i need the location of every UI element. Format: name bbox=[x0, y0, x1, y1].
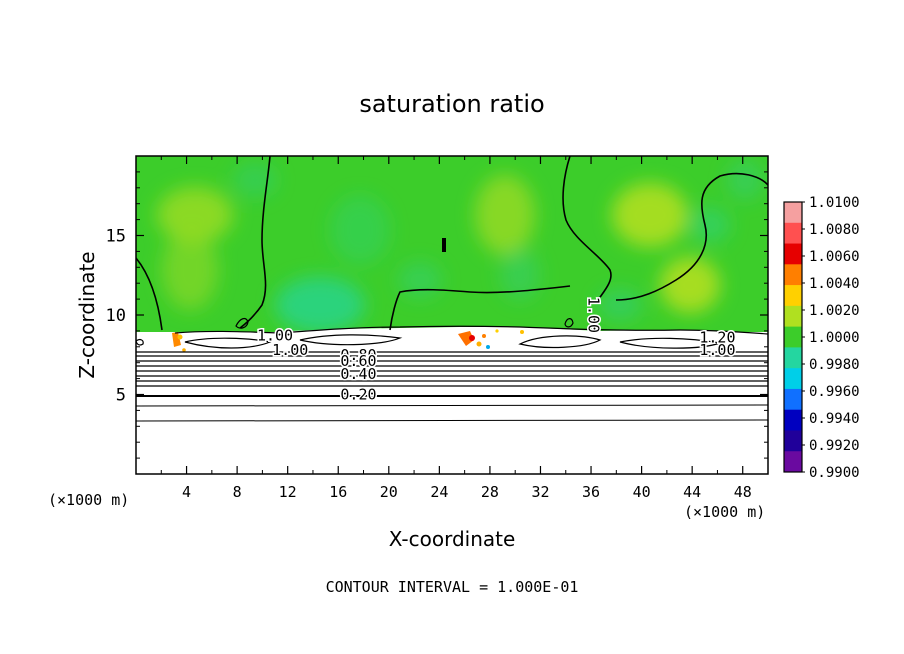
contours-cloud bbox=[136, 317, 768, 349]
x-tick-label: 24 bbox=[430, 483, 448, 501]
cloud-layer bbox=[136, 327, 768, 474]
colorbar-label: 1.0060 bbox=[809, 249, 860, 265]
colorbar-swatch bbox=[784, 202, 802, 224]
y-axis: 5 10 15 bbox=[106, 171, 768, 459]
x-unit-left: (×1000 m) bbox=[48, 491, 129, 509]
colorbar-swatch bbox=[784, 347, 802, 369]
x-tick-label: 16 bbox=[329, 483, 347, 501]
colorbar-label: 1.0000 bbox=[809, 330, 860, 346]
colorbar-swatch bbox=[784, 285, 802, 307]
x-tick-label: 48 bbox=[734, 483, 752, 501]
x-tick-label: 32 bbox=[531, 483, 549, 501]
x-tick-label: 4 bbox=[182, 483, 191, 501]
colorbar-swatch bbox=[784, 264, 802, 286]
contour-label: 0.40 bbox=[340, 365, 376, 383]
colorbar-label: 0.9980 bbox=[809, 357, 860, 373]
contour-label: 1.00 bbox=[257, 327, 293, 345]
x-tick-label: 28 bbox=[481, 483, 499, 501]
contour-labels: 1.001.00 0.800.600.400.201.001.201.00 bbox=[255, 295, 737, 405]
colorbar-label: 0.9920 bbox=[809, 438, 860, 454]
colorbar-label: 1.0040 bbox=[809, 276, 860, 292]
colorbar-label: 0.9960 bbox=[809, 384, 860, 400]
contour-label: 1.00 bbox=[272, 341, 308, 359]
field-variations bbox=[157, 160, 763, 333]
x-tick-label: 40 bbox=[633, 483, 651, 501]
y-tick-label: 10 bbox=[106, 306, 126, 326]
colorbar-swatch bbox=[784, 368, 802, 390]
contour-interval: CONTOUR INTERVAL = 1.000E-01 bbox=[326, 578, 579, 596]
colorbar-swatch bbox=[784, 409, 802, 431]
y-tick-label: 5 bbox=[116, 386, 126, 406]
colorbar-swatch bbox=[784, 305, 802, 328]
x-tick-label: 36 bbox=[582, 483, 600, 501]
x-tick-label: 12 bbox=[279, 483, 297, 501]
contour-label: 0.20 bbox=[340, 386, 376, 404]
y-axis-label: Z-coordinate bbox=[75, 251, 99, 378]
colorbar-label: 0.9900 bbox=[809, 465, 860, 481]
x-tick-label: 8 bbox=[233, 483, 242, 501]
x-axis: 4 8 12 16 20 24 28 32 36 40 44 48 bbox=[160, 156, 752, 501]
colorbar-swatch bbox=[784, 243, 802, 265]
colorbar-swatch bbox=[784, 326, 802, 348]
contours-upper bbox=[136, 156, 768, 331]
colorbar-label: 0.9940 bbox=[809, 411, 860, 427]
colorbar-swatch bbox=[784, 430, 802, 452]
contour-label: 1.20 bbox=[699, 328, 735, 346]
colorbar-label: 1.0080 bbox=[809, 222, 860, 238]
contour-label: 0.80 bbox=[340, 346, 376, 364]
colorbar-label: 1.0100 bbox=[809, 195, 860, 211]
plot-area: 1.001.00 0.800.600.400.201.001.201.00 bbox=[136, 156, 768, 474]
contours-lower bbox=[136, 351, 768, 422]
y-tick-label: 15 bbox=[106, 227, 126, 247]
contour-label: 0.60 bbox=[340, 352, 376, 370]
warm-patches bbox=[172, 329, 524, 352]
x-tick-label: 44 bbox=[683, 483, 701, 501]
x-unit-right: (×1000 m) bbox=[684, 503, 765, 521]
colorbar-label: 1.0020 bbox=[809, 303, 860, 319]
x-axis-label: X-coordinate bbox=[389, 527, 516, 551]
chart-title: saturation ratio bbox=[359, 90, 544, 118]
x-tick-label: 20 bbox=[380, 483, 398, 501]
colorbar: 1.0100 1.0080 1.0060 1.0040 1.0020 1.0000 0.99… bbox=[783, 195, 860, 481]
contour-label: 1.00 bbox=[699, 341, 735, 359]
colorbar-swatch bbox=[784, 388, 802, 411]
contour-label: 1.00 bbox=[585, 297, 603, 333]
colorbar-swatch bbox=[784, 451, 802, 473]
colorbar-swatch bbox=[784, 222, 802, 245]
